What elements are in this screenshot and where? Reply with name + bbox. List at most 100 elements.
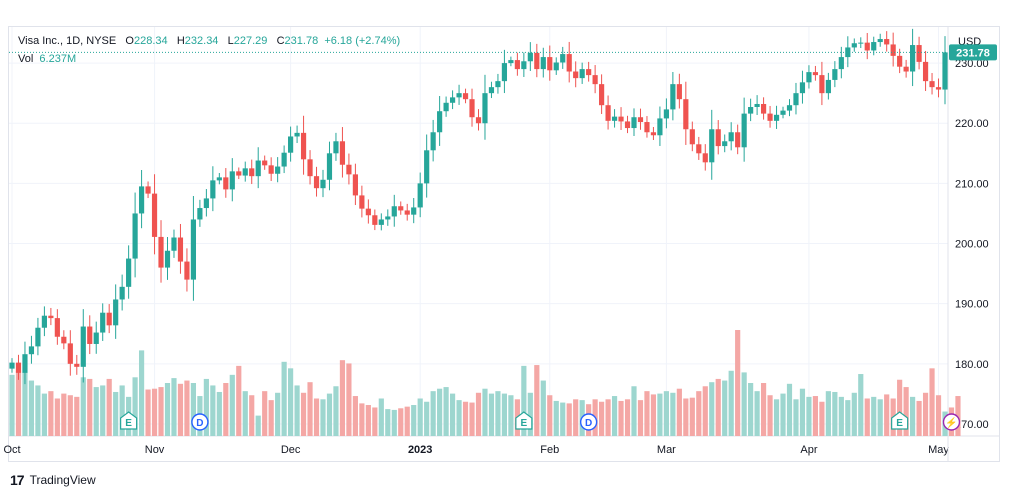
- candle-body: [255, 160, 261, 177]
- volume-bar: [534, 365, 540, 436]
- candle-body: [229, 171, 235, 190]
- candle-body: [346, 164, 352, 175]
- candle-body: [508, 60, 514, 64]
- candle-body: [15, 362, 22, 373]
- candle-body: [184, 261, 190, 280]
- candle-body: [877, 39, 883, 43]
- volume-bar: [767, 395, 773, 436]
- dividend-marker-icon: [579, 413, 598, 431]
- candle-body: [922, 61, 929, 82]
- volume-bar: [132, 377, 138, 436]
- volume-bar: [754, 391, 760, 436]
- volume-bar: [644, 391, 650, 436]
- candle-body: [145, 186, 151, 194]
- symbol-legend: Visa Inc., 1D, NYSE O228.34 H232.34 L227…: [18, 35, 400, 47]
- candle-body: [262, 160, 268, 166]
- volume-bar: [858, 374, 864, 436]
- volume-bar: [151, 388, 158, 436]
- candle-body: [164, 250, 171, 268]
- candle-body: [748, 106, 754, 114]
- candle-body: [443, 102, 449, 112]
- candle-body: [126, 258, 132, 287]
- x-tick-label: Oct: [3, 444, 20, 456]
- candle-body: [910, 45, 916, 72]
- candle-body: [929, 81, 935, 88]
- volume-bar: [780, 393, 786, 436]
- candle-body: [177, 237, 184, 262]
- candle-body: [618, 116, 624, 122]
- earnings-marker-icon: [891, 411, 909, 430]
- volume-bar: [495, 391, 501, 436]
- volume-bar: [346, 363, 352, 436]
- candle-body: [689, 129, 695, 145]
- candle-body: [22, 354, 28, 373]
- volume-legend: Vol 6.237M: [18, 53, 76, 65]
- event-marker-label: D: [585, 418, 592, 429]
- volume-bar: [773, 399, 780, 436]
- volume-bar: [437, 388, 443, 436]
- volume-bar: [359, 403, 365, 436]
- volume-bar: [624, 399, 631, 436]
- volume-bar: [547, 395, 553, 436]
- candle-body: [249, 168, 255, 177]
- volume-bar: [696, 391, 702, 436]
- volume-bar: [748, 383, 754, 436]
- volume-bar: [825, 391, 831, 436]
- x-tick-label: Dec: [281, 444, 301, 456]
- tradingview-footer[interactable]: 17 TradingView: [10, 472, 96, 488]
- volume-bar: [838, 396, 844, 436]
- event-marker-label: D: [196, 418, 203, 429]
- candle-body: [676, 84, 682, 100]
- candle-body: [365, 208, 371, 216]
- volume-bar: [177, 383, 184, 436]
- candle-body: [437, 111, 443, 133]
- volume-bar: [411, 405, 417, 436]
- candle-body: [203, 198, 209, 209]
- close-value: 231.78: [284, 35, 319, 47]
- candle-body: [728, 132, 734, 142]
- chart-frame[interactable]: [8, 26, 1000, 462]
- volume-bar: [307, 382, 313, 436]
- volume-bar: [106, 378, 112, 436]
- candle-body: [462, 93, 469, 100]
- event-marker-label: E: [521, 418, 528, 429]
- volume-bar: [67, 395, 73, 436]
- volume-bar: [935, 395, 942, 436]
- candle-body: [521, 61, 527, 70]
- volume-bar: [164, 383, 171, 436]
- volume-bar: [41, 393, 47, 436]
- volume-bar: [203, 378, 209, 436]
- candle-body: [106, 312, 112, 326]
- last-price-badge: [949, 44, 997, 61]
- volume-bar: [929, 368, 935, 436]
- candle-body: [819, 75, 825, 94]
- volume-bar: [93, 387, 99, 436]
- candle-body: [786, 105, 793, 111]
- candle-body: [683, 99, 689, 130]
- x-tick-label: Apr: [800, 444, 817, 456]
- volume-bar: [916, 400, 922, 436]
- volume-bar: [540, 380, 546, 436]
- candle-body: [313, 176, 320, 189]
- volume-bar: [650, 394, 657, 436]
- volume-bar: [631, 386, 637, 436]
- candle-body: [456, 93, 462, 98]
- candle-body: [210, 180, 216, 199]
- candle-body: [300, 132, 307, 160]
- volume-bar: [229, 374, 235, 436]
- candle-body: [475, 117, 482, 124]
- candle-body: [67, 343, 73, 364]
- candle-body: [858, 42, 864, 44]
- candle-body: [534, 52, 540, 70]
- candle-body: [352, 174, 358, 196]
- volume-bar: [35, 385, 41, 436]
- candle-body: [138, 186, 145, 214]
- candle-body: [754, 103, 760, 107]
- volume-bar: [482, 388, 488, 436]
- volume-bar: [300, 392, 307, 436]
- candle-body: [54, 318, 60, 337]
- candle-body: [605, 105, 611, 121]
- split-marker-icon: [942, 413, 961, 431]
- x-tick-label: Mar: [657, 444, 676, 456]
